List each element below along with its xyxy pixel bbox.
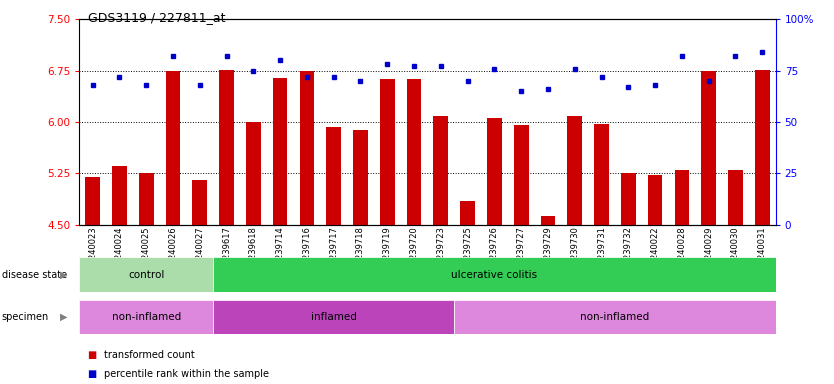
Text: ■: ■	[88, 369, 97, 379]
Text: specimen: specimen	[2, 312, 49, 322]
Bar	[219, 70, 234, 225]
Text: control: control	[128, 270, 164, 280]
Bar	[273, 78, 288, 225]
Bar	[701, 71, 716, 225]
Text: inflamed: inflamed	[311, 312, 357, 322]
Bar	[353, 130, 368, 225]
Bar	[407, 79, 421, 225]
Bar	[138, 173, 153, 225]
Bar	[299, 71, 314, 225]
Bar	[460, 201, 475, 225]
Text: non-inflamed: non-inflamed	[580, 312, 650, 322]
Text: ▶: ▶	[60, 312, 68, 322]
Bar	[434, 116, 448, 225]
Text: percentile rank within the sample: percentile rank within the sample	[104, 369, 269, 379]
Bar	[79, 257, 214, 292]
Bar	[166, 71, 180, 225]
Bar	[648, 175, 662, 225]
Bar	[79, 300, 214, 334]
Text: ulcerative colitis: ulcerative colitis	[451, 270, 537, 280]
Bar	[514, 125, 529, 225]
Bar	[567, 116, 582, 225]
Bar	[246, 122, 261, 225]
Bar	[487, 118, 502, 225]
Text: disease state: disease state	[2, 270, 67, 280]
Bar	[214, 257, 776, 292]
Bar	[455, 300, 776, 334]
Bar	[85, 177, 100, 225]
Text: ▶: ▶	[60, 270, 68, 280]
Bar	[193, 180, 207, 225]
Bar	[675, 170, 689, 225]
Bar	[379, 79, 394, 225]
Bar	[594, 124, 609, 225]
Bar	[112, 166, 127, 225]
Text: non-inflamed: non-inflamed	[112, 312, 181, 322]
Text: transformed count: transformed count	[104, 350, 195, 360]
Bar	[755, 70, 770, 225]
Bar	[728, 170, 743, 225]
Bar	[540, 217, 555, 225]
Bar	[214, 300, 455, 334]
Text: GDS3119 / 227811_at: GDS3119 / 227811_at	[88, 12, 225, 25]
Text: ■: ■	[88, 350, 97, 360]
Bar	[621, 173, 636, 225]
Bar	[326, 127, 341, 225]
